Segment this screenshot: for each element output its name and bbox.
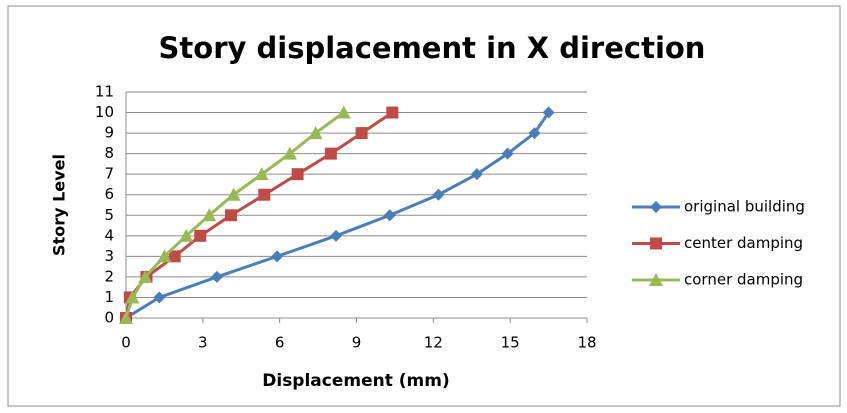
marker [501,147,514,160]
y-tick-label: 1 [104,288,114,306]
marker [258,188,271,201]
marker [168,250,181,263]
marker [528,127,541,140]
marker [355,127,368,140]
marker [330,229,343,242]
x-tick-label: 9 [352,334,362,352]
x-tick-label: 6 [275,334,285,352]
marker [125,290,140,304]
marker [254,167,269,181]
y-tick-label: 8 [104,144,114,162]
y-tick-label: 0 [104,309,114,327]
marker [138,269,153,283]
chart-title: Story displacement in X direction [159,31,706,65]
marker [383,209,396,222]
y-tick-label: 11 [95,83,114,101]
y-axis-label: Story Level [50,154,69,256]
y-tick-label: 2 [104,267,114,285]
marker [336,105,351,119]
legend-label: center damping [684,234,803,252]
marker [194,229,207,242]
chart-frame [7,5,841,407]
marker [324,147,337,160]
y-tick-label: 10 [95,103,114,121]
marker [226,187,241,201]
y-tick-label: 7 [104,165,114,183]
legend-label: corner damping [684,271,803,289]
x-tick-label: 12 [424,334,443,352]
marker [470,168,483,181]
marker [157,249,172,263]
marker [386,106,399,119]
legend-label: original building [684,198,805,216]
marker [153,291,166,304]
marker [210,270,223,283]
x-axis-label: Displacement (mm) [262,371,450,391]
marker [225,209,238,222]
marker [308,126,323,140]
marker [271,250,284,263]
marker [649,273,663,286]
x-tick-label: 3 [198,334,208,352]
marker [179,228,194,242]
marker [202,208,217,222]
x-tick-label: 0 [121,334,131,352]
marker [650,201,662,213]
marker [432,188,445,201]
marker [119,311,133,324]
marker [542,106,555,119]
x-tick-label: 15 [501,334,520,352]
x-tick-label: 18 [577,334,596,352]
marker [650,237,662,250]
y-tick-label: 6 [104,185,114,203]
y-tick-label: 4 [104,226,114,244]
y-tick-label: 5 [104,206,114,224]
y-tick-label: 3 [104,247,114,265]
marker [282,146,297,160]
y-tick-label: 9 [104,124,114,142]
marker [291,168,304,181]
